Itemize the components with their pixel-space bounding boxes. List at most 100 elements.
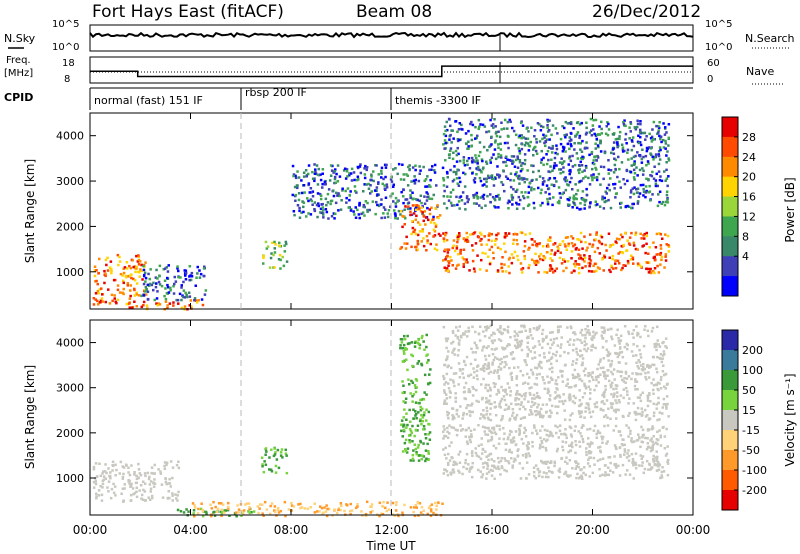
power-cell bbox=[553, 156, 557, 160]
velocity-cell bbox=[560, 374, 564, 377]
power-cell bbox=[428, 208, 431, 211]
power-cell bbox=[489, 161, 492, 164]
velocity-cell bbox=[589, 415, 593, 419]
velocity-cell bbox=[290, 501, 293, 505]
power-cell bbox=[577, 171, 581, 175]
power-cell bbox=[447, 248, 451, 251]
velocity-cell bbox=[400, 419, 404, 422]
power-cell bbox=[189, 278, 193, 282]
velocity-cell bbox=[558, 429, 562, 433]
velocity-cell bbox=[511, 414, 514, 417]
velocity-cell bbox=[449, 378, 452, 381]
power-cell bbox=[649, 137, 653, 140]
velocity-cell bbox=[502, 437, 506, 441]
power-cell bbox=[495, 233, 498, 237]
power-cell bbox=[634, 233, 637, 237]
velocity-cell bbox=[662, 470, 666, 473]
power-cell bbox=[152, 281, 155, 285]
velocity-cell bbox=[665, 452, 669, 456]
power-cell bbox=[539, 161, 543, 164]
power-cell bbox=[657, 271, 661, 274]
velocity-cell bbox=[497, 461, 501, 464]
power-cell bbox=[583, 254, 586, 257]
power-cell bbox=[449, 124, 452, 128]
velocity-cell bbox=[480, 413, 483, 416]
power-cell bbox=[451, 180, 455, 183]
power-cell bbox=[624, 124, 627, 128]
velocity-cell bbox=[606, 354, 610, 358]
power-cell bbox=[319, 211, 322, 214]
velocity-cell bbox=[175, 463, 179, 467]
power-cell bbox=[297, 198, 301, 202]
power-cell bbox=[550, 147, 553, 150]
power-cell bbox=[572, 262, 576, 266]
velocity-cell bbox=[461, 333, 465, 336]
power-cell bbox=[196, 272, 199, 275]
velocity-cell bbox=[150, 466, 154, 469]
power-cell bbox=[504, 160, 507, 164]
power-cell bbox=[596, 144, 600, 147]
power-cell bbox=[454, 267, 458, 270]
power-cell bbox=[538, 140, 542, 143]
velocity-cell bbox=[104, 477, 108, 480]
power-cell bbox=[507, 258, 511, 261]
velocity-cell bbox=[481, 425, 485, 429]
velocity-cell bbox=[524, 329, 527, 332]
velocity-cell bbox=[404, 449, 408, 453]
power-cell bbox=[532, 148, 535, 151]
power-cell bbox=[641, 245, 644, 248]
power-cell bbox=[183, 296, 186, 299]
power-cell bbox=[442, 177, 445, 180]
velocity-cell bbox=[651, 440, 654, 443]
power-cell bbox=[615, 192, 618, 195]
power-cell bbox=[621, 235, 624, 239]
power-cell bbox=[133, 288, 136, 292]
velocity-cell bbox=[615, 384, 619, 387]
velocity-cell bbox=[514, 443, 518, 447]
power-cell bbox=[614, 266, 618, 270]
power-cell bbox=[521, 195, 525, 198]
power-cell bbox=[626, 204, 629, 208]
power-cell bbox=[649, 152, 652, 155]
power-cell bbox=[405, 235, 408, 239]
power-cell bbox=[651, 128, 654, 131]
velocity-cell bbox=[228, 514, 231, 517]
power-cell bbox=[138, 271, 141, 274]
power-cell bbox=[128, 302, 131, 305]
velocity-cell bbox=[544, 475, 548, 479]
power-cell bbox=[494, 132, 498, 135]
velocity-cell bbox=[532, 327, 536, 330]
velocity-cell bbox=[410, 341, 414, 344]
power-cell bbox=[636, 119, 639, 122]
power-cell bbox=[345, 201, 348, 204]
power-cell bbox=[541, 258, 545, 262]
velocity-cell bbox=[488, 399, 491, 402]
velocity-cell bbox=[499, 473, 502, 476]
power-cell bbox=[559, 196, 562, 199]
velocity-cell bbox=[177, 466, 181, 470]
velocity-cell bbox=[595, 401, 599, 404]
velocity-cell bbox=[134, 481, 138, 485]
power-cell bbox=[598, 252, 601, 255]
velocity-cell bbox=[556, 394, 559, 398]
velocity-cell bbox=[415, 386, 418, 389]
power-cell bbox=[636, 174, 639, 177]
power-cell bbox=[119, 272, 123, 276]
power-cell bbox=[659, 247, 663, 250]
power-cell bbox=[352, 171, 356, 174]
power-cell bbox=[651, 170, 654, 174]
power-cell bbox=[200, 298, 204, 301]
velocity-cell bbox=[620, 370, 624, 374]
velocity-cell bbox=[575, 376, 578, 379]
velocity-cell bbox=[518, 330, 521, 334]
power-cell bbox=[537, 261, 540, 264]
power-cell bbox=[478, 176, 482, 180]
velocity-cell bbox=[571, 349, 575, 352]
velocity-cell bbox=[541, 328, 545, 332]
velocity-cell bbox=[474, 451, 478, 455]
velocity-cell bbox=[264, 463, 268, 466]
power-cell bbox=[464, 132, 468, 135]
velocity-cell bbox=[264, 453, 267, 456]
power-cell bbox=[408, 167, 411, 171]
velocity-cell bbox=[101, 472, 104, 475]
